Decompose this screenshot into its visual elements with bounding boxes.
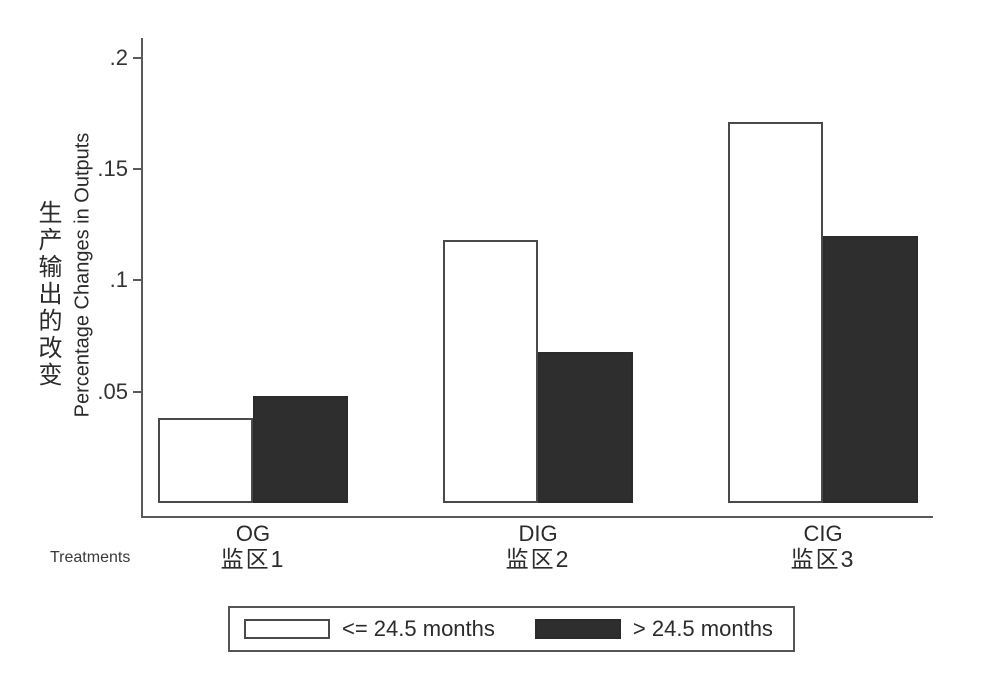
y-tick-label: .2 <box>109 44 128 70</box>
x-category-label-chinese: 监区1 <box>220 546 286 572</box>
x-axis-line <box>141 516 933 518</box>
x-axis-title: Treatments <box>50 549 131 566</box>
x-category-label-chinese: 监区3 <box>790 546 856 572</box>
bar-OG-series-1 <box>253 396 348 503</box>
bar-DIG-series-1 <box>538 352 633 503</box>
x-category-label: DIG <box>518 521 558 546</box>
y-tick-label: .15 <box>97 156 128 182</box>
y-tick-label: .1 <box>109 267 128 293</box>
legend-label-series-1: > 24.5 months <box>632 616 773 641</box>
y-tick-mark <box>133 390 142 393</box>
bar-DIG-series-0 <box>443 240 538 503</box>
x-category-label-chinese: 监区2 <box>505 546 571 572</box>
plot-area <box>142 38 933 503</box>
y-tick-mark <box>133 279 142 282</box>
y-tick-mark <box>133 168 142 171</box>
bar-OG-series-0 <box>158 418 253 503</box>
legend-swatch-series-1 <box>534 619 621 639</box>
x-category-label: CIG <box>803 521 843 546</box>
legend-swatch-series-0 <box>244 619 330 639</box>
bar-CIG-series-1 <box>823 236 918 503</box>
legend: <= 24.5 months > 24.5 months <box>228 606 795 652</box>
bar-CIG-series-0 <box>728 122 823 503</box>
y-tick-mark <box>133 56 142 59</box>
legend-label-series-0: <= 24.5 months <box>342 616 495 641</box>
y-axis-label-chinese: 生产输出的改变 <box>34 200 61 389</box>
y-axis-line <box>141 38 143 518</box>
y-tick-label: .05 <box>97 378 128 404</box>
x-category-label: OG <box>235 521 271 546</box>
